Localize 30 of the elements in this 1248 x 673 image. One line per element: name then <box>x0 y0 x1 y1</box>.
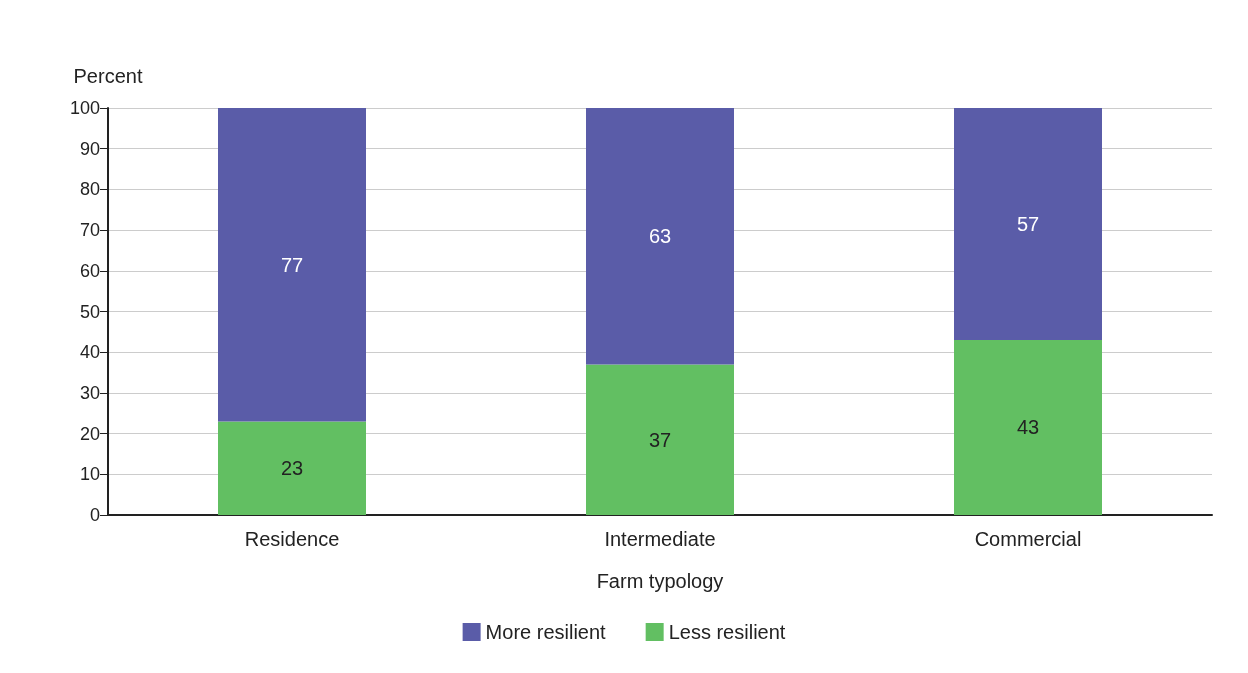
x-tick-label: Residence <box>244 528 340 550</box>
y-axis-title: Percent <box>73 65 143 87</box>
x-tick-label: Intermediate <box>604 528 716 550</box>
y-tick-label: 100 <box>69 98 100 118</box>
y-tick-label: 20 <box>79 423 100 444</box>
y-tick-label: 30 <box>79 382 100 403</box>
x-tick-label: Commercial <box>974 528 1082 550</box>
bar <box>218 108 366 422</box>
bar <box>954 339 1102 515</box>
y-tick-label: 80 <box>79 179 100 200</box>
bar <box>218 421 366 515</box>
data-label: 77 <box>280 253 304 276</box>
legend-label: Less resilient <box>668 621 786 643</box>
y-tick-label: 40 <box>79 342 100 363</box>
y-tick-label: 50 <box>79 301 100 322</box>
data-label: 23 <box>280 457 304 480</box>
data-label: 57 <box>1016 212 1040 235</box>
y-tick-label: 10 <box>79 464 100 485</box>
data-label: 37 <box>648 428 672 451</box>
bar <box>586 108 734 365</box>
data-label: 43 <box>1016 416 1040 439</box>
bar <box>586 364 734 515</box>
bar <box>954 108 1102 340</box>
legend-label: More resilient <box>485 621 607 643</box>
y-tick-label: 0 <box>89 505 100 525</box>
y-tick-label: 70 <box>79 220 100 241</box>
y-tick-label: 90 <box>79 138 100 159</box>
x-axis-title: Farm typology <box>596 570 724 592</box>
data-label: 63 <box>648 225 672 248</box>
y-tick-label: 60 <box>79 260 100 281</box>
